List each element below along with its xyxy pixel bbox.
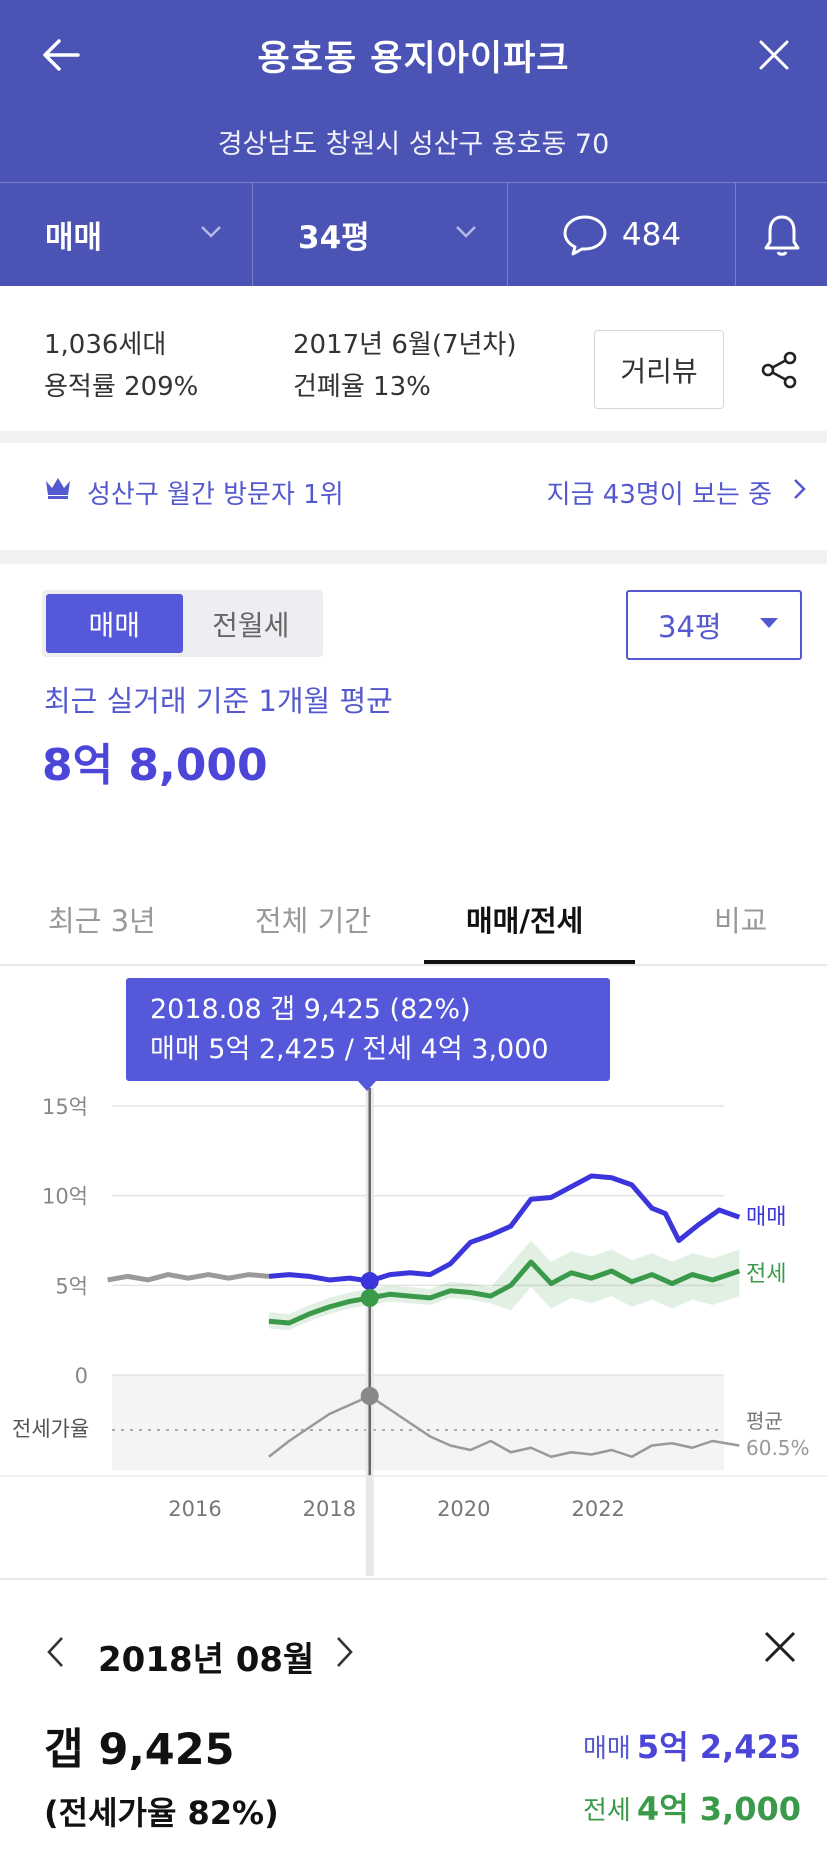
segment-rent[interactable]: 전월세 (212, 608, 290, 642)
rank-text: 성산구 월간 방문자 1위 (87, 480, 344, 510)
ratio-axis-label: 전세가율 (12, 1417, 89, 1441)
complex-info: 1,036세대 용적률 209% 2017년 6월(7년차) 건폐율 13% 거… (0, 286, 827, 443)
jeonse-selected-point[interactable] (360, 1288, 379, 1307)
segment-sale[interactable]: 매매 (46, 594, 183, 653)
chevron-down-icon (201, 226, 221, 238)
crown-icon (46, 478, 70, 499)
close-icon (764, 1631, 796, 1663)
y-tick-label: 10억 (42, 1185, 88, 1209)
jeonse-series-line (268, 1259, 741, 1326)
chevron-down-icon (456, 226, 476, 238)
size-select[interactable]: 34평 (626, 590, 802, 660)
tab-recent-3y[interactable]: 최근 3년 (48, 904, 156, 938)
built-date-text: 2017년 6월(7년차) (293, 330, 517, 360)
floor-area-ratio-text: 용적률 209% (44, 372, 199, 402)
visitor-rank-banner[interactable]: 성산구 월간 방문자 1위 지금 43명이 보는 중 (0, 443, 827, 564)
notification-button[interactable] (736, 183, 827, 286)
jeonse-series-label: 전세 (746, 1262, 786, 1287)
x-tick-label: 2022 (571, 1497, 624, 1521)
tab-all-period[interactable]: 전체 기간 (255, 904, 371, 938)
ratio-selected-point[interactable] (360, 1387, 379, 1405)
jeonse-value: 4억 3,000 (636, 1790, 801, 1828)
chevron-left-icon (47, 1637, 63, 1667)
selected-month: 2018년 08월 (98, 1640, 315, 1680)
chart-tabs: 최근 3년 전체 기간 매매/전세 비교 (0, 880, 827, 966)
comments-button[interactable]: 484 (508, 183, 736, 286)
trade-segment-control: 매매 전월세 (42, 590, 323, 657)
app-header: 용호동 용지아이파크 경상남도 창원시 성산구 용호동 70 매매 34평 48… (0, 0, 827, 286)
tab-compare[interactable]: 비교 (714, 904, 768, 938)
size-dropdown[interactable]: 34평 (253, 183, 508, 286)
month-detail-panel: 2018년 08월 갭 9,425 (전세가율 82%) 매매 5억 2,425… (0, 1578, 827, 1853)
jeonse-ratio-value: (전세가율 82%) (44, 1794, 279, 1832)
chevron-right-icon (337, 1637, 353, 1667)
tooltip-line-1: 2018.08 갭 9,425 (82%) (150, 994, 471, 1025)
size-select-value: 34평 (658, 610, 722, 644)
sale-value: 5억 2,425 (636, 1728, 801, 1766)
comment-count: 484 (621, 216, 682, 253)
jeonse-label: 전세 (583, 1796, 631, 1826)
building-coverage-text: 건폐율 13% (293, 372, 431, 402)
bell-icon (764, 215, 799, 256)
sale-selected-point[interactable] (360, 1272, 379, 1291)
sale-series-history-line (107, 1272, 270, 1283)
previous-month-button[interactable] (44, 1635, 66, 1673)
active-tab-indicator (424, 960, 635, 964)
y-tick-label: 5억 (55, 1274, 88, 1298)
trade-type-label: 매매 (45, 220, 103, 256)
arrow-left-icon (43, 39, 80, 71)
tooltip-arrow (357, 1080, 377, 1091)
share-button[interactable] (755, 346, 803, 394)
households-text: 1,036세대 (44, 330, 167, 360)
size-label: 34평 (298, 220, 370, 256)
caret-down-icon (760, 618, 778, 628)
close-button[interactable] (749, 30, 799, 80)
gap-value: 갭 9,425 (44, 1725, 235, 1775)
average-price-label: 최근 실거래 기준 1개월 평균 (44, 684, 393, 718)
x-tick-label: 2018 (303, 1497, 356, 1521)
x-tick-label: 2020 (437, 1497, 490, 1521)
ratio-average-label: 평균 (746, 1409, 783, 1433)
back-button[interactable] (36, 30, 86, 80)
ratio-average-value: 60.5% (746, 1436, 810, 1460)
street-view-button[interactable]: 거리뷰 (594, 330, 724, 409)
live-viewers-text: 지금 43명이 보는 중 (546, 480, 772, 510)
y-tick-label: 15억 (42, 1095, 88, 1119)
x-tick-label: 2016 (168, 1497, 221, 1521)
chevron-right-icon (794, 479, 806, 499)
close-icon (759, 40, 789, 70)
sale-label: 매매 (583, 1734, 631, 1764)
jeonse-range-band (268, 1240, 740, 1331)
tab-sale-jeonse[interactable]: 매매/전세 (466, 904, 584, 938)
average-price-value: 8억 8,000 (42, 740, 268, 791)
detail-close-button[interactable] (763, 1630, 797, 1668)
ratio-series-line (268, 1394, 740, 1458)
tooltip-line-2: 매매 5억 2,425 / 전세 4억 3,000 (150, 1034, 549, 1065)
sale-series-line (268, 1173, 741, 1284)
header-filter-row: 매매 34평 484 (0, 182, 827, 286)
price-summary: 매매 전월세 34평 최근 실거래 기준 1개월 평균 8억 8,000 (0, 564, 827, 864)
address-text: 경상남도 창원시 성산구 용호동 70 (217, 129, 610, 160)
sale-series-label: 매매 (746, 1205, 786, 1230)
speech-bubble-icon (563, 215, 607, 255)
next-month-button[interactable] (334, 1635, 356, 1673)
y-tick-label: 0 (75, 1364, 88, 1388)
chart-tooltip: 2018.08 갭 9,425 (82%) 매매 5억 2,425 / 전세 4… (126, 978, 610, 1081)
share-icon (761, 351, 797, 389)
header-top-bar: 용호동 용지아이파크 (0, 0, 827, 107)
page-title: 용호동 용지아이파크 (257, 39, 570, 79)
trade-type-dropdown[interactable]: 매매 (0, 183, 253, 286)
